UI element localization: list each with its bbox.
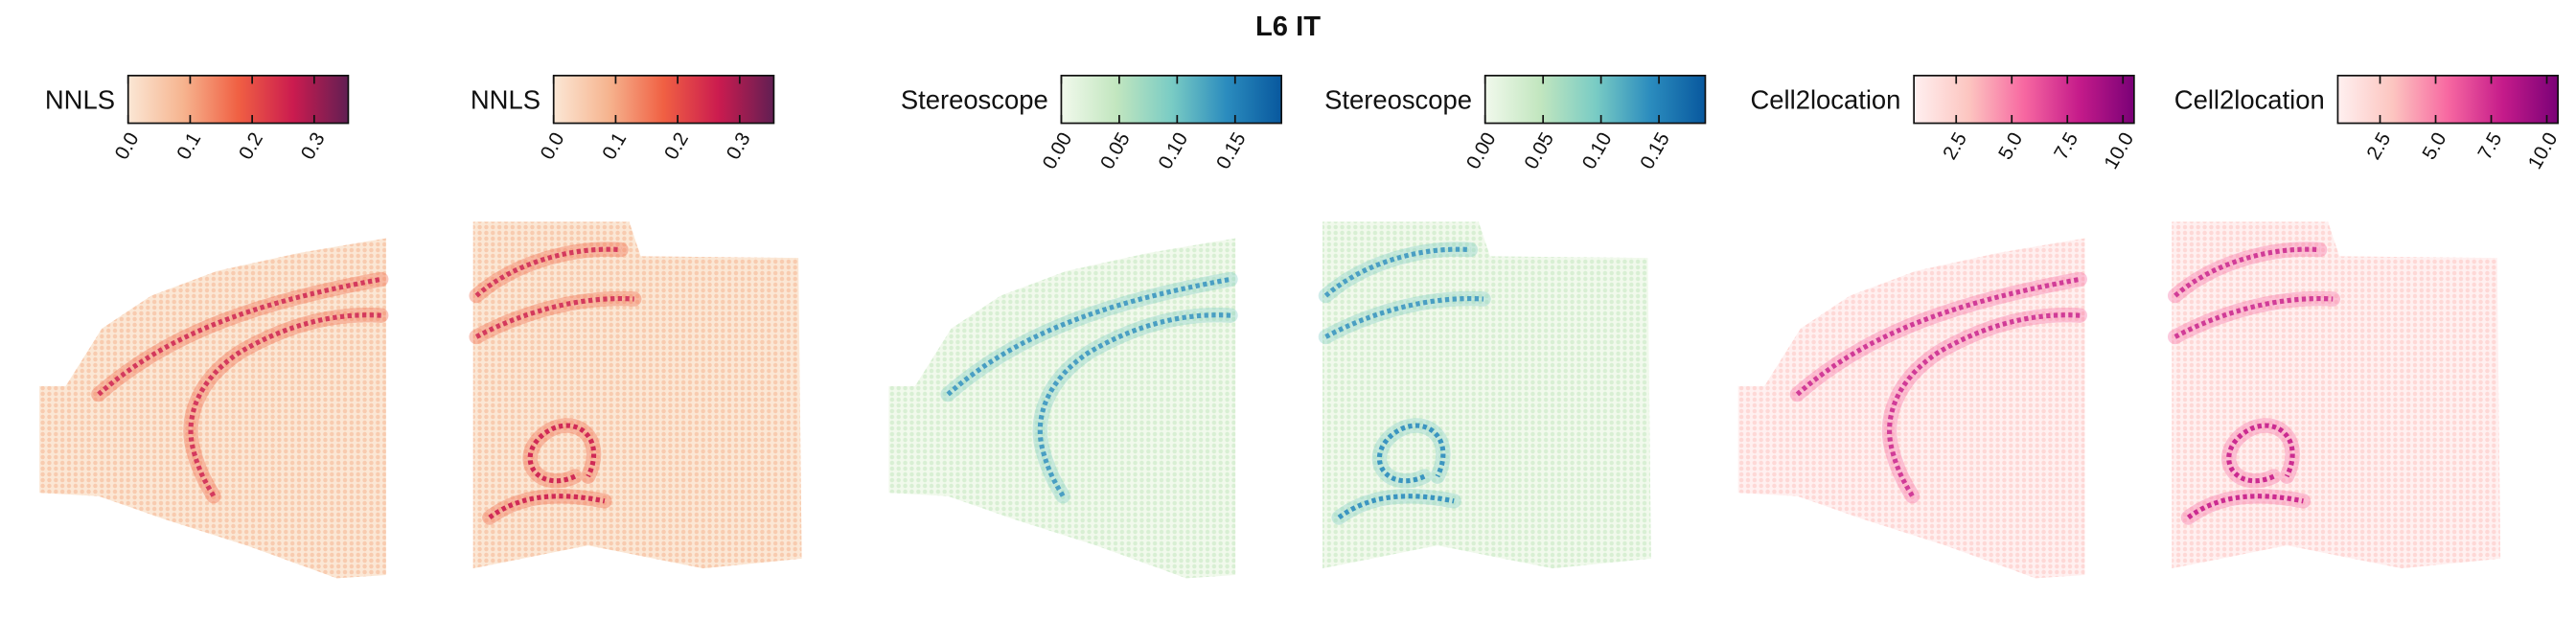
colorbar-tick-label: 0.15 — [1212, 128, 1251, 172]
colorbar-tick-label: 0.2 — [660, 128, 693, 163]
colorbar-tick-label: 5.0 — [2418, 128, 2450, 163]
colorbar-tick-label: 0.0 — [110, 128, 143, 163]
tissue-highlight — [2174, 246, 2320, 298]
tissue-map — [469, 221, 802, 569]
tissue-highlight — [474, 246, 622, 298]
colorbar-label: NNLS — [45, 85, 115, 115]
panel: NNLS 0.0 0.1 0.2 0.3 — [39, 75, 389, 579]
colorbar-tick-label: 2.5 — [1939, 128, 1971, 163]
colorbar — [1484, 75, 1707, 125]
tissue-map — [1737, 238, 2087, 579]
colorbar-label: Stereoscope — [901, 85, 1048, 115]
tissue-highlight — [2226, 423, 2295, 484]
colorbar-tick-label: 10.0 — [2100, 128, 2138, 172]
tissue-highlight — [2174, 296, 2334, 339]
panel: Cell2location 2.5 5.0 7.5 10.0 — [1737, 75, 2138, 579]
tissue-highlight — [527, 423, 597, 484]
tissue-highlight — [488, 494, 606, 520]
colorbar-tick-label: 0.10 — [1154, 128, 1192, 172]
colorbar — [1060, 75, 1282, 125]
colorbar-label: NNLS — [471, 85, 540, 115]
colorbar-tick-label: 0.05 — [1096, 128, 1135, 172]
colorbar-tick-label: 0.00 — [1038, 128, 1076, 172]
panel: Stereoscope 0.00 0.05 0.10 0.15 — [1318, 75, 1707, 569]
panel: NNLS 0.0 0.1 0.2 0.3 — [469, 75, 802, 569]
colorbar-tick-label: 0.1 — [172, 128, 205, 163]
tissue-highlight — [1337, 494, 1455, 520]
colorbar-label: Stereoscope — [1324, 85, 1472, 115]
colorbar — [2336, 75, 2559, 125]
colorbar-tick-label: 0.1 — [598, 128, 631, 163]
colorbar — [126, 75, 350, 125]
tissue-highlight — [97, 276, 382, 397]
colorbar-tick-label: 0.3 — [297, 128, 330, 163]
colorbar-tick-label: 0.0 — [536, 128, 568, 163]
tissue-highlight — [1882, 307, 2087, 504]
tissue-highlight — [2186, 494, 2304, 520]
tissue-highlight — [1795, 276, 2081, 397]
colorbar-tick-label: 2.5 — [2362, 128, 2395, 163]
colorbar — [1913, 75, 2135, 125]
colorbar-tick-label: 0.05 — [1520, 128, 1558, 172]
tissue-map — [888, 238, 1238, 579]
tissue-map — [2167, 221, 2501, 569]
figure-title: L6 IT — [1255, 12, 1321, 42]
tissue-highlight — [1324, 296, 1484, 339]
tissue-highlight — [183, 307, 389, 504]
colorbar-tick-label: 0.3 — [723, 128, 755, 163]
colorbar-tick-label: 0.00 — [1462, 128, 1501, 172]
colorbar-tick-label: 0.15 — [1636, 128, 1674, 172]
tissue-highlight — [1032, 307, 1238, 504]
tissue-map — [1318, 221, 1651, 569]
tissue-highlight — [474, 296, 634, 339]
panel: Stereoscope 0.00 0.05 0.10 0.15 — [888, 75, 1282, 579]
colorbar-tick-label: 7.5 — [2050, 128, 2082, 163]
colorbar-tick-label: 0.2 — [235, 128, 267, 163]
tissue-highlight — [1323, 246, 1471, 298]
tissue-highlight — [946, 276, 1231, 397]
tissue-map — [39, 238, 389, 579]
colorbar-label: Cell2location — [1751, 85, 1901, 115]
colorbar-tick-label: 0.10 — [1578, 128, 1617, 172]
tissue-highlight — [1376, 423, 1446, 484]
colorbar — [552, 75, 775, 125]
colorbar-label: Cell2location — [2174, 85, 2325, 115]
colorbar-tick-label: 5.0 — [1994, 128, 2027, 163]
colorbar-tick-label: 10.0 — [2524, 128, 2563, 172]
colorbar-tick-label: 7.5 — [2473, 128, 2506, 163]
panel: Cell2location 2.5 5.0 7.5 10.0 — [2167, 75, 2563, 569]
